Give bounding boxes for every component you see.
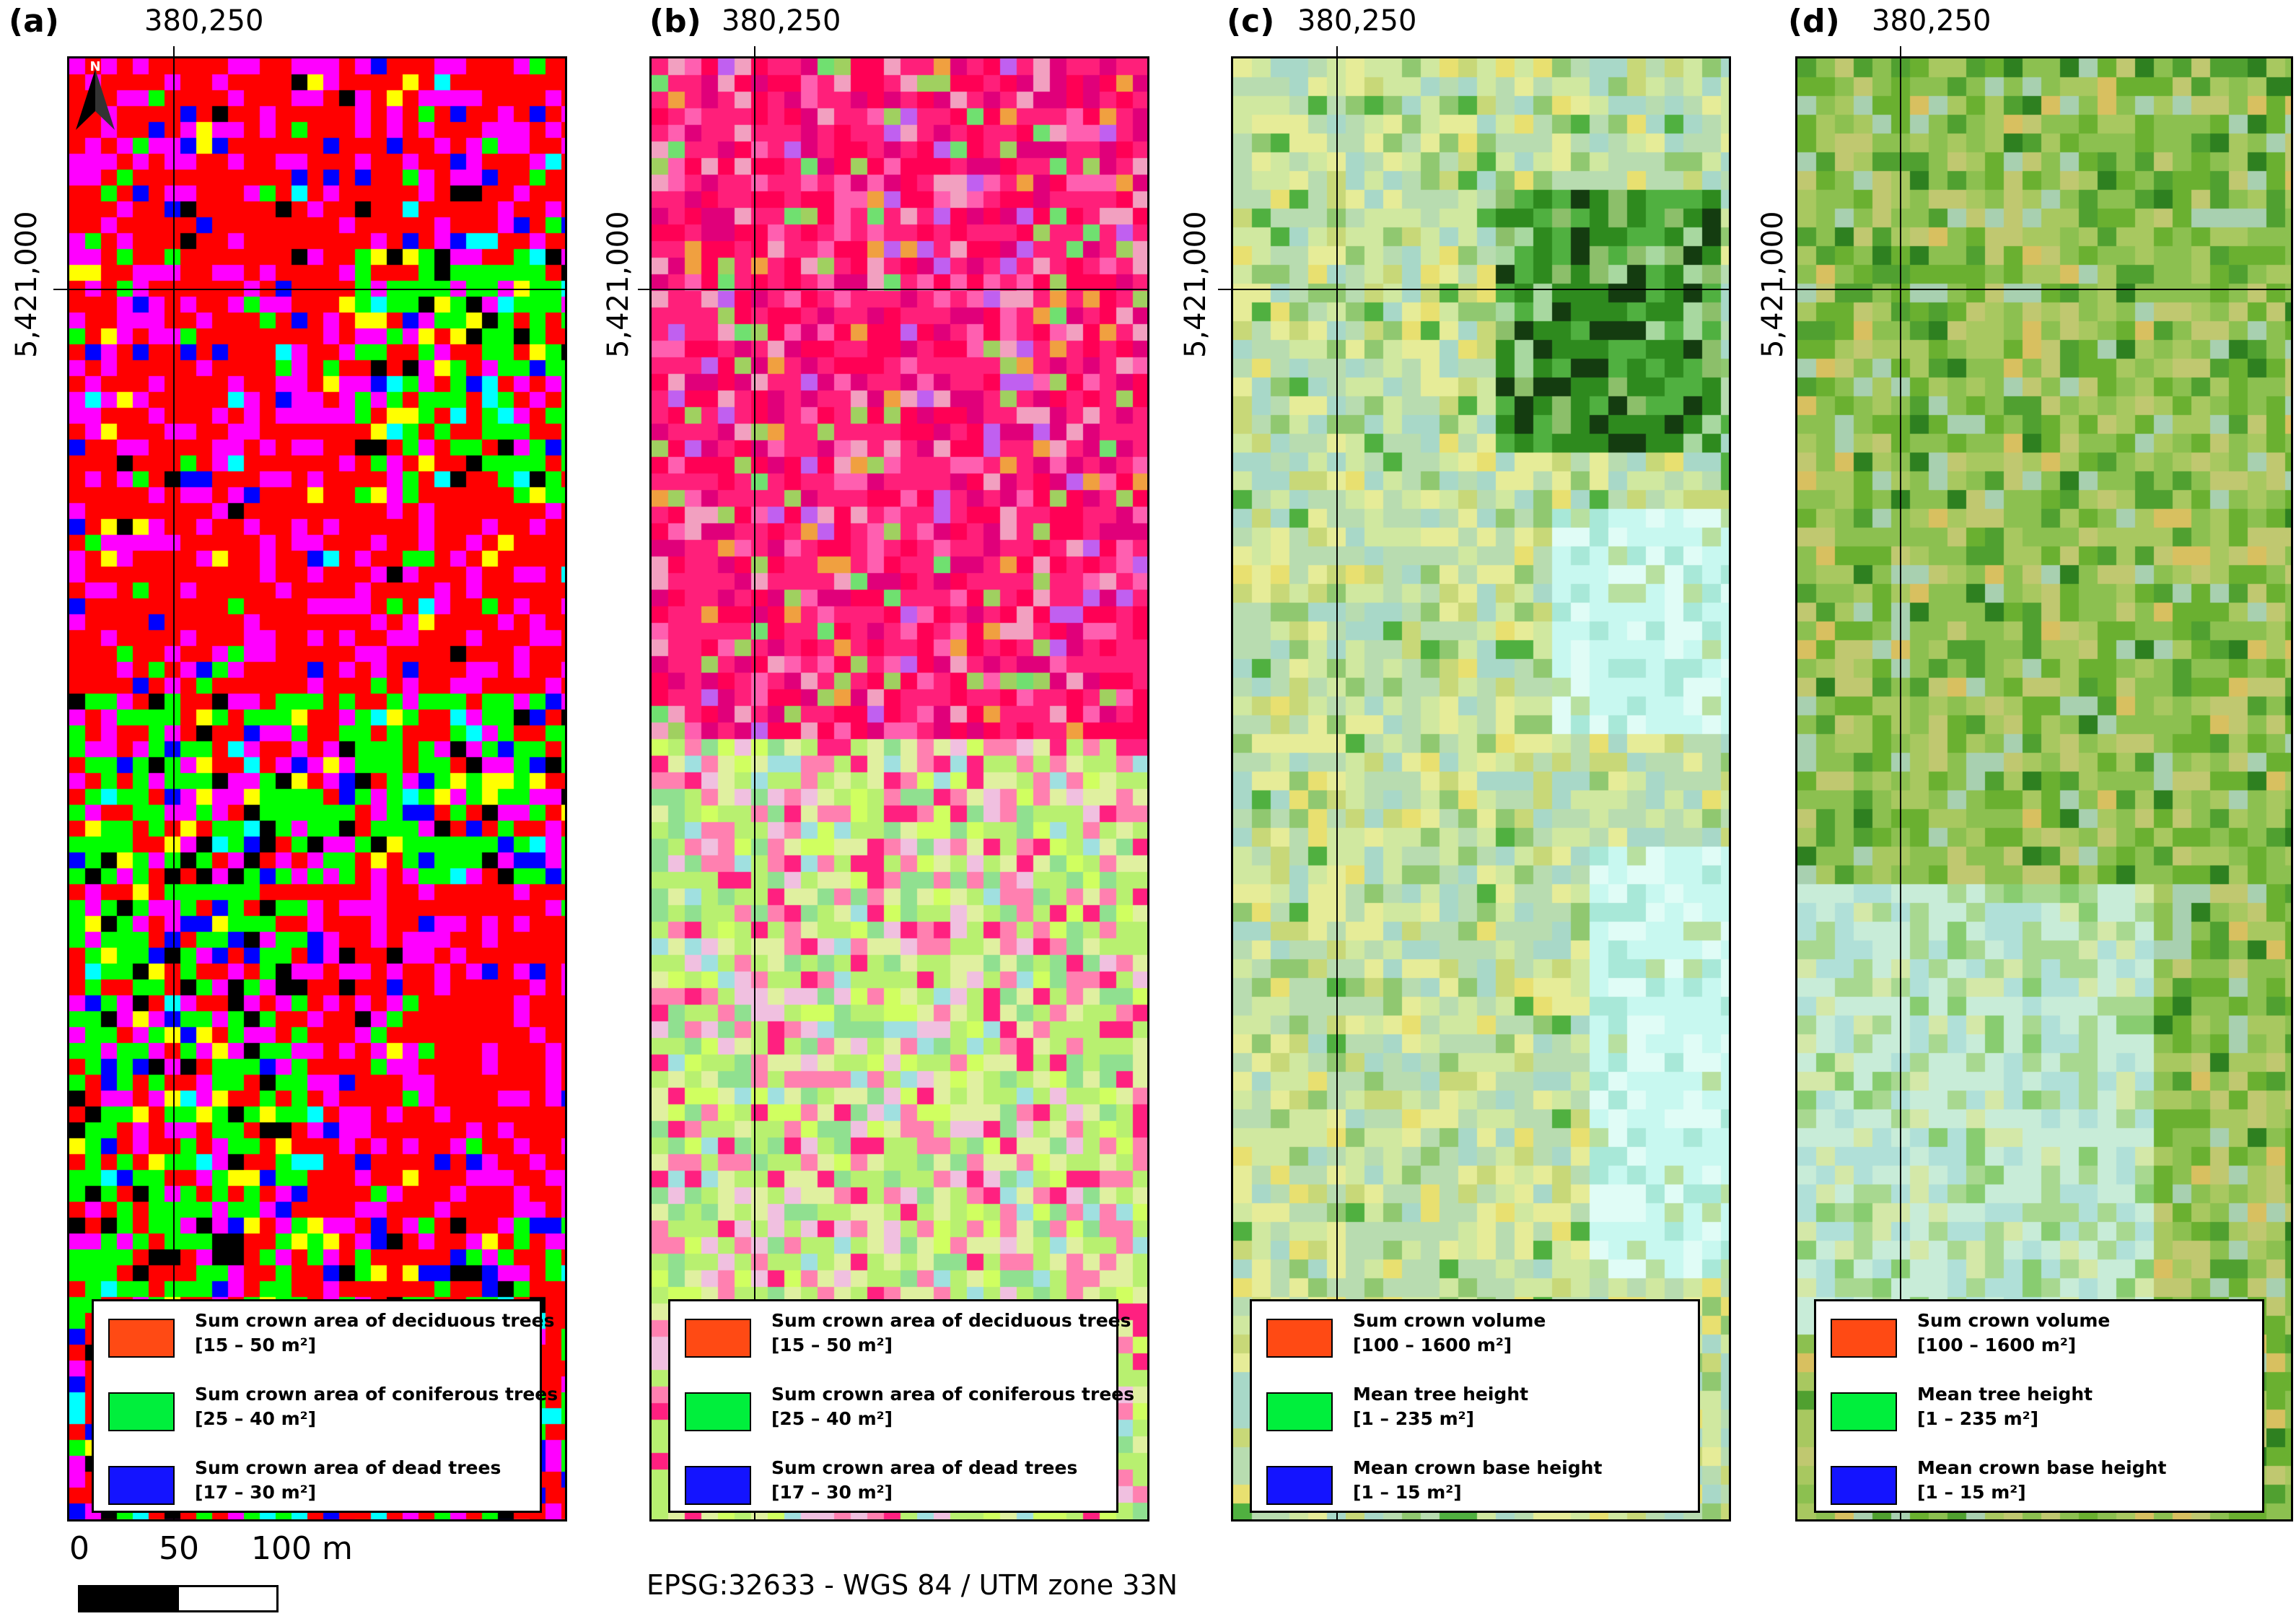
legend-d: Sum crown volume [100 – 1600 m²] Mean tr…	[1814, 1299, 2264, 1513]
easting-label-b: 380,250	[722, 4, 841, 38]
legend-swatch-crown-volume	[1266, 1319, 1333, 1358]
raster-map-b	[649, 56, 1149, 1522]
legend-b: Sum crown area of deciduous trees [15 – …	[668, 1299, 1134, 1513]
legend-label-crown-base: Mean crown base height	[1353, 1457, 1603, 1478]
legend-range-tree-height: [1 – 235 m²]	[1917, 1408, 2039, 1429]
legend-c: Sum crown volume [100 – 1600 m²] Mean tr…	[1250, 1299, 1700, 1513]
panel-label-d: (d)	[1788, 3, 1840, 40]
legend-swatch-deciduous	[685, 1319, 751, 1358]
legend-range-tree-height: [1 – 235 m²]	[1353, 1408, 1475, 1429]
legend-label-crown-volume: Sum crown volume	[1353, 1310, 1546, 1331]
legend-label-coniferous: Sum crown area of coniferous trees	[195, 1384, 558, 1405]
legend-label-coniferous: Sum crown area of coniferous trees	[771, 1384, 1135, 1405]
scale-label-50: 50	[159, 1530, 199, 1567]
legend-range-crown-base: [1 – 15 m²]	[1917, 1482, 2026, 1503]
raster-canvas-d	[1797, 58, 2291, 1519]
northing-label-b: 5,421,000	[602, 211, 635, 358]
panel-label-b: (b)	[649, 3, 701, 40]
legend-a: Sum crown area of deciduous trees [15 – …	[92, 1299, 558, 1513]
legend-label-deciduous: Sum crown area of deciduous trees	[195, 1310, 555, 1331]
legend-range-crown-volume: [100 – 1600 m²]	[1353, 1335, 1512, 1355]
raster-map-a	[67, 56, 567, 1522]
legend-label-tree-height: Mean tree height	[1353, 1384, 1529, 1405]
northing-gridline-a	[53, 289, 567, 290]
easting-gridline-d	[1900, 46, 1901, 1522]
scale-label-100: 100 m	[251, 1530, 353, 1567]
crs-label: EPSG:32633 - WGS 84 / UTM zone 33N	[647, 1569, 1178, 1601]
north-arrow-letter: N	[89, 61, 100, 74]
legend-range-dead: [17 – 30 m²]	[771, 1482, 893, 1503]
legend-range-deciduous: [15 – 50 m²]	[771, 1335, 893, 1355]
legend-swatch-tree-height	[1266, 1392, 1333, 1431]
panel-label-c: (c)	[1227, 3, 1275, 40]
easting-gridline-b	[754, 46, 755, 1522]
legend-label-tree-height: Mean tree height	[1917, 1384, 2093, 1405]
legend-range-crown-base: [1 – 15 m²]	[1353, 1482, 1462, 1503]
raster-canvas-c	[1233, 58, 1729, 1519]
north-arrow-icon: N	[76, 59, 115, 130]
legend-label-deciduous: Sum crown area of deciduous trees	[771, 1310, 1131, 1331]
legend-swatch-crown-base	[1831, 1466, 1897, 1505]
legend-range-coniferous: [25 – 40 m²]	[195, 1408, 317, 1429]
legend-label-dead: Sum crown area of dead trees	[771, 1457, 1078, 1478]
legend-swatch-coniferous	[108, 1392, 175, 1431]
legend-label-crown-volume: Sum crown volume	[1917, 1310, 2111, 1331]
legend-range-dead: [17 – 30 m²]	[195, 1482, 317, 1503]
legend-swatch-deciduous	[108, 1319, 175, 1358]
legend-swatch-tree-height	[1831, 1392, 1897, 1431]
northing-label-a: 5,421,000	[10, 211, 43, 358]
easting-gridline-c	[1336, 46, 1338, 1522]
legend-label-crown-base: Mean crown base height	[1917, 1457, 2167, 1478]
legend-range-crown-volume: [100 – 1600 m²]	[1917, 1335, 2077, 1355]
legend-range-coniferous: [25 – 40 m²]	[771, 1408, 893, 1429]
northing-label-d: 5,421,000	[1756, 211, 1789, 358]
legend-swatch-dead	[108, 1466, 175, 1505]
northing-gridline-d	[1782, 289, 2293, 290]
legend-swatch-crown-base	[1266, 1466, 1333, 1505]
north-arrow: N	[70, 59, 121, 133]
scale-label-0: 0	[69, 1530, 89, 1567]
raster-map-d	[1795, 56, 2293, 1522]
panel-label-a: (a)	[9, 3, 59, 40]
scale-bar	[78, 1585, 279, 1612]
raster-canvas-a	[69, 58, 565, 1519]
scale-bar-segment-black	[80, 1587, 179, 1610]
easting-gridline-a	[173, 46, 175, 1522]
legend-label-dead: Sum crown area of dead trees	[195, 1457, 501, 1478]
raster-canvas-b	[652, 58, 1147, 1519]
easting-label-d: 380,250	[1872, 4, 1992, 38]
northing-gridline-c	[1218, 289, 1731, 290]
legend-swatch-crown-volume	[1831, 1319, 1897, 1358]
northing-label-c: 5,421,000	[1179, 211, 1212, 358]
legend-swatch-coniferous	[685, 1392, 751, 1431]
easting-label-a: 380,250	[144, 4, 264, 38]
legend-range-deciduous: [15 – 50 m²]	[195, 1335, 317, 1355]
legend-swatch-dead	[685, 1466, 751, 1505]
easting-label-c: 380,250	[1297, 4, 1417, 38]
northing-gridline-b	[638, 289, 1149, 290]
raster-map-c	[1231, 56, 1731, 1522]
